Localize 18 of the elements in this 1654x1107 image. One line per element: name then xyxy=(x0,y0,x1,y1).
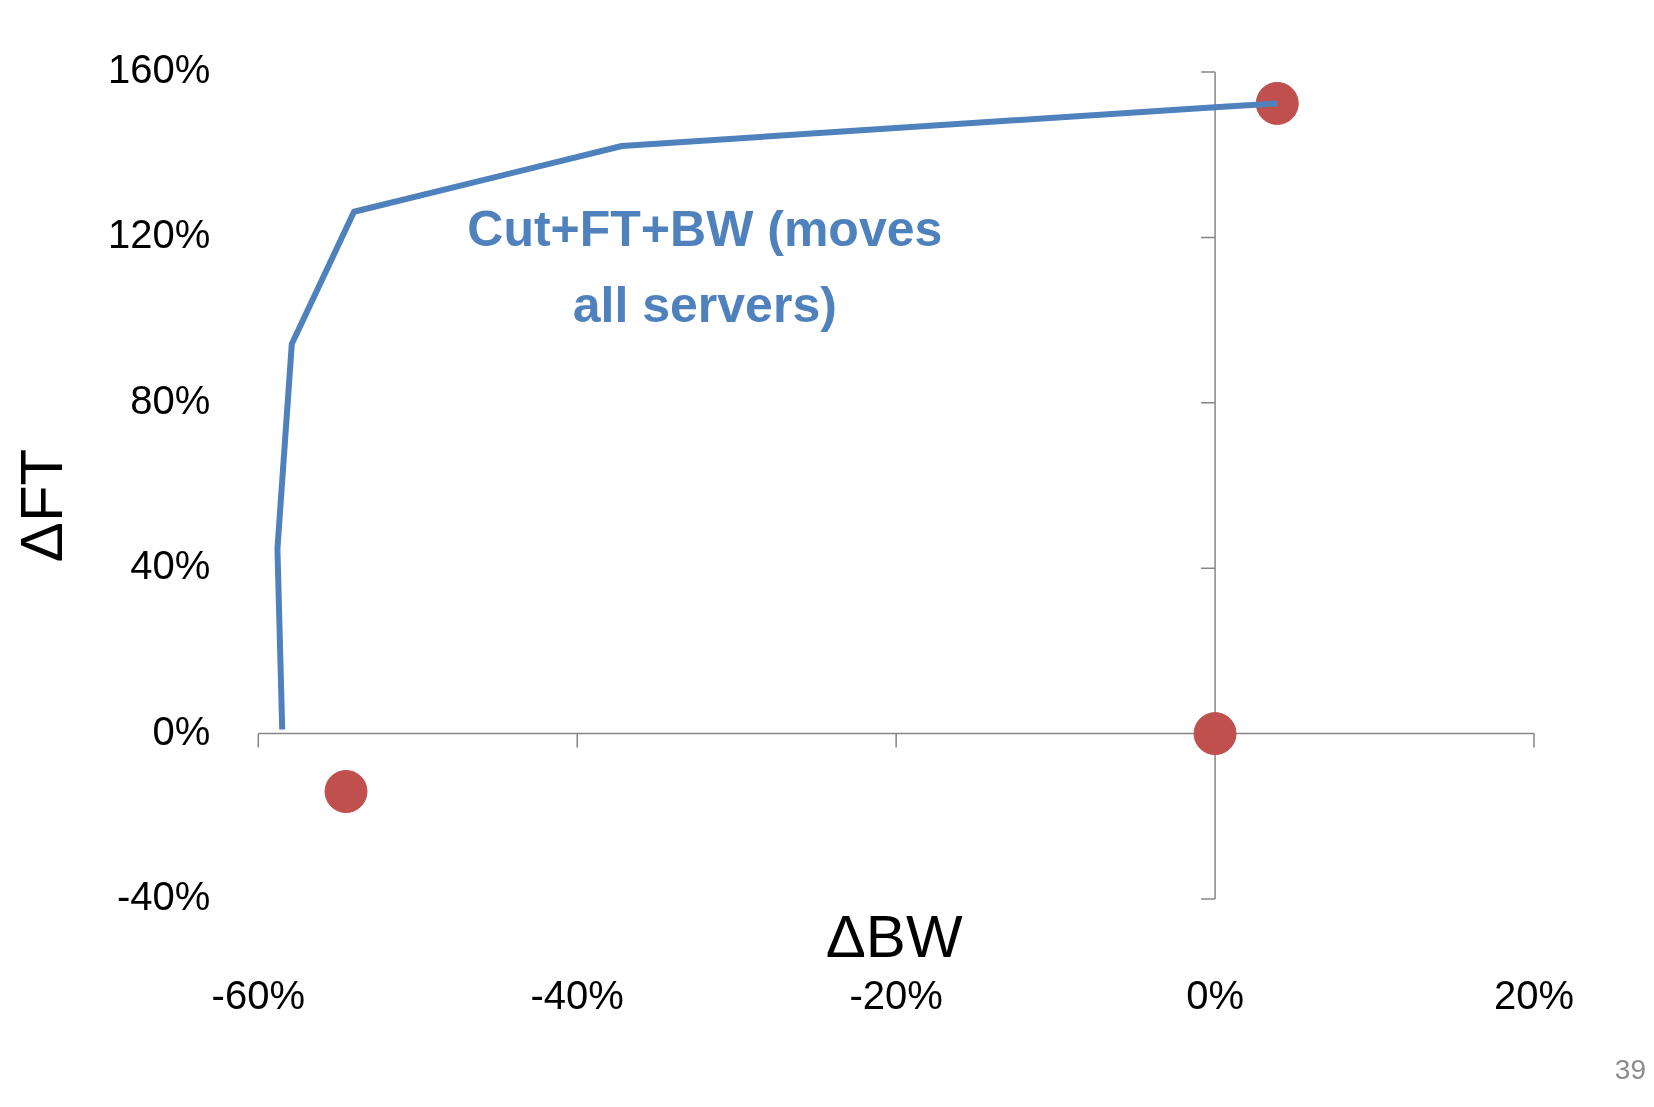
x-tick-label: 20% xyxy=(1493,973,1575,1018)
x-tick-label: -20% xyxy=(849,973,943,1018)
point xyxy=(324,769,368,813)
y-axis-title: ΔFT xyxy=(8,448,75,563)
y-tick-label: 120% xyxy=(107,212,211,257)
y-tick-label: 40% xyxy=(130,543,211,588)
point xyxy=(1193,712,1237,756)
x-axis-title: ΔBW xyxy=(825,903,963,970)
x-tick-label: 0% xyxy=(1186,973,1244,1018)
series-label: Cut+FT+BW (moves all servers) xyxy=(467,200,943,333)
y-tick-label: 80% xyxy=(130,377,211,422)
y-tick-label: -40% xyxy=(116,874,211,919)
x-tick-label: -60% xyxy=(211,973,305,1018)
text: 39 xyxy=(1614,1054,1646,1085)
y-tick-label: 160% xyxy=(107,47,211,92)
y-tick-label: 0% xyxy=(152,708,211,753)
point xyxy=(1255,81,1299,125)
x-tick-label: -40% xyxy=(530,973,624,1018)
